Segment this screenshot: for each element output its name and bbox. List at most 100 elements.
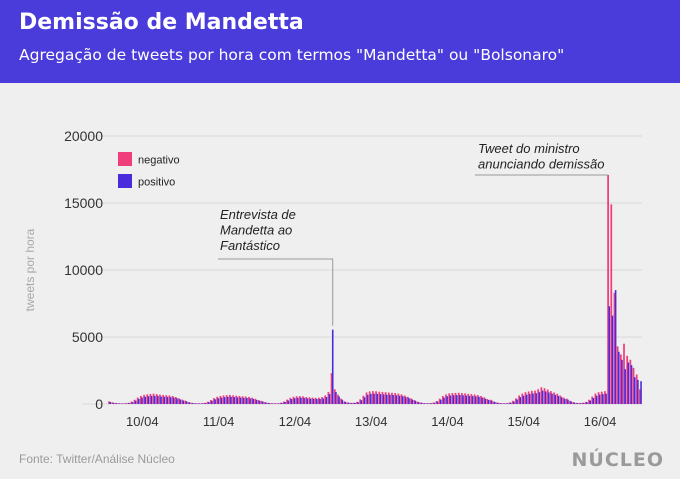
bar-positivo (544, 391, 547, 404)
bar-positivo (624, 369, 626, 404)
bar-negativo (604, 391, 606, 404)
bar-negativo (174, 397, 177, 404)
bar-negativo (553, 392, 555, 404)
bar-positivo (627, 362, 630, 404)
bar-negativo (139, 395, 142, 404)
bar-positivo (131, 402, 134, 404)
bar-positivo (427, 403, 429, 404)
bar-positivo (392, 395, 394, 404)
bar-negativo (352, 402, 355, 404)
bar-negativo (613, 292, 616, 404)
bar-positivo (204, 403, 207, 404)
bar-positivo (157, 396, 159, 404)
bar-positivo (312, 398, 315, 404)
bar-positivo (548, 392, 550, 404)
bar-negativo (483, 397, 486, 404)
bar-positivo (325, 397, 328, 404)
bar-negativo (248, 396, 250, 404)
bar-positivo (621, 359, 623, 404)
bar-negativo (550, 391, 552, 404)
bar-negativo (597, 392, 600, 404)
bar-negativo (403, 395, 406, 404)
bar-positivo (201, 403, 204, 404)
bar-negativo (333, 389, 336, 404)
bar-positivo (370, 393, 372, 404)
bar-negativo (365, 392, 368, 404)
bar-negativo (559, 395, 562, 404)
bar-positivo (125, 403, 127, 404)
bar-negativo (578, 402, 581, 404)
bar-positivo (242, 397, 245, 404)
bars (108, 174, 642, 404)
bar-positivo (153, 395, 156, 404)
x-tick-label: 12/04 (279, 414, 312, 429)
bar-negativo (499, 403, 501, 404)
page-title: Demissão de Mandetta (19, 10, 304, 35)
bar-positivo (176, 398, 178, 404)
bar-positivo (420, 402, 423, 404)
bar-negativo (168, 395, 171, 404)
bar-positivo (179, 399, 181, 404)
bar-negativo (451, 393, 454, 404)
bar-positivo (331, 329, 334, 404)
bar-negativo (362, 395, 365, 404)
bar-negativo (343, 401, 346, 404)
bar-negativo (413, 399, 416, 404)
bar-positivo (576, 403, 579, 404)
bar-negativo (540, 387, 543, 404)
bar-positivo (633, 377, 636, 404)
bar-positivo (411, 399, 413, 404)
bar-positivo (290, 399, 293, 404)
bar-positivo (214, 399, 216, 404)
bar-negativo (572, 402, 575, 404)
bar-positivo (614, 290, 617, 404)
bar-positivo (144, 396, 146, 404)
bar-negativo (406, 396, 409, 404)
bar-negativo (238, 395, 241, 404)
bar-negativo (394, 393, 397, 404)
bar-negativo (337, 394, 339, 404)
header-banner: Demissão de Mandetta Agregação de tweets… (0, 0, 680, 83)
bar-positivo (630, 365, 633, 404)
bar-negativo (527, 391, 530, 404)
bar-negativo (178, 398, 180, 404)
bar-positivo (529, 393, 531, 404)
bar-positivo (284, 401, 286, 404)
bar-negativo (372, 391, 374, 404)
bar-positivo (567, 399, 569, 404)
bar-negativo (480, 395, 482, 404)
bar-positivo (220, 397, 223, 404)
legend-label-positivo: positivo (138, 177, 175, 189)
legend-swatch-negativo (118, 152, 132, 166)
bar-positivo (192, 403, 194, 404)
bar-positivo (586, 402, 588, 404)
bar-positivo (595, 395, 598, 404)
bar-negativo (375, 391, 377, 404)
bar-positivo (551, 393, 553, 404)
bar-positivo (366, 394, 369, 404)
bar-positivo (484, 398, 487, 404)
bar-negativo (127, 402, 130, 404)
bar-negativo (416, 401, 419, 404)
bar-positivo (385, 394, 388, 404)
bar-positivo (535, 393, 537, 404)
bar-positivo (436, 401, 439, 404)
bar-negativo (511, 400, 514, 404)
bar-positivo (471, 396, 474, 404)
bar-positivo (252, 398, 255, 404)
bar-positivo (618, 351, 620, 404)
bar-positivo (281, 402, 283, 404)
bar-negativo (419, 402, 422, 404)
bar-positivo (487, 399, 490, 404)
bar-negativo (616, 346, 619, 404)
bar-negativo (302, 396, 304, 404)
x-tick-label: 10/04 (126, 414, 159, 429)
bar-negativo (461, 393, 463, 404)
x-tick-labels: 10/04 11/04 12/04 13/04 14/04 15/04 16/04 (126, 414, 616, 429)
annotation-text-line: Entrevista de (220, 207, 296, 222)
bar-negativo (159, 394, 161, 404)
bar-positivo (449, 395, 452, 404)
bar-negativo (130, 401, 133, 404)
bar-negativo (467, 393, 470, 404)
bar-positivo (347, 402, 350, 404)
